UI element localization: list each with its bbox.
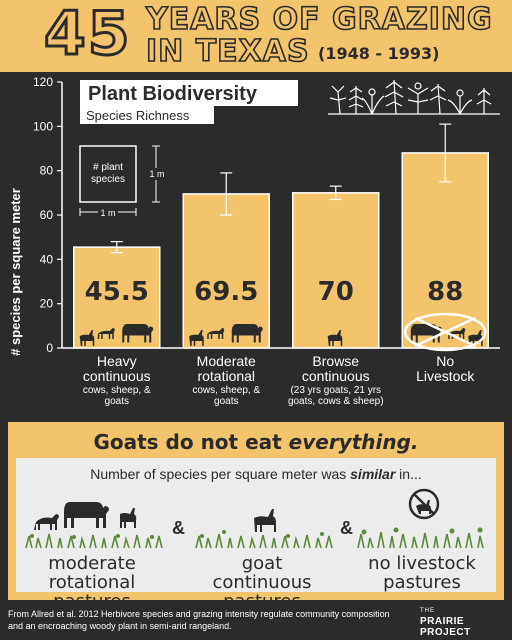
x-category-detail: goats bbox=[214, 396, 238, 407]
compare-label-goat: goat continuous pastures bbox=[212, 553, 312, 612]
quadrat-key: # plant species 1 m 1 m bbox=[79, 145, 166, 218]
similar-sentence: Number of species per square meter was s… bbox=[16, 466, 496, 482]
logo-small-text: THE bbox=[420, 608, 435, 614]
livestock-group-icon bbox=[79, 324, 154, 346]
similar-emphasis: similar bbox=[350, 466, 396, 482]
bar-value-label: 70 bbox=[318, 277, 354, 307]
header-number: 45 bbox=[43, 0, 132, 69]
crossed-out-livestock-icon bbox=[404, 312, 487, 352]
banner-title-emphasis: everything. bbox=[288, 430, 419, 454]
y-tick-label: 80 bbox=[40, 164, 54, 178]
ampersand-1: & bbox=[172, 518, 185, 538]
compare-label-no-livestock: no livestock pastures bbox=[368, 553, 476, 593]
x-category-label: Moderate bbox=[197, 353, 256, 369]
y-axis-label: # species per square meter bbox=[8, 188, 23, 356]
rotational-pasture-scene-icon bbox=[25, 502, 163, 549]
bar-value-label: 45.5 bbox=[85, 277, 149, 307]
no-livestock-pasture-scene-icon bbox=[357, 488, 484, 549]
banner-title: Goats do not eat everything. bbox=[8, 430, 504, 454]
y-tick-label: 20 bbox=[40, 297, 54, 311]
header-banner: 45 YEARS OF GRAZING IN TEXAS (1948 - 199… bbox=[0, 0, 512, 72]
comparison-panel: Number of species per square meter was s… bbox=[16, 458, 496, 611]
goat-icon bbox=[327, 330, 343, 346]
x-category-label: No bbox=[436, 353, 454, 369]
key-width-label: 1 m bbox=[100, 208, 115, 218]
header-years: (1948 - 1993) bbox=[318, 44, 440, 63]
goats-banner: Goats do not eat everything. Number of s… bbox=[8, 422, 504, 611]
y-tick-label: 0 bbox=[46, 341, 53, 355]
chart-title-box bbox=[80, 80, 298, 106]
x-category-label: Browse bbox=[312, 353, 359, 369]
x-category-detail: (23 yrs goats, 21 yrs bbox=[290, 385, 381, 396]
key-box-label: # plant species bbox=[91, 162, 125, 185]
prairie-project-logo: THE PRAIRIE PROJECT bbox=[420, 608, 506, 638]
bar-value-label: 88 bbox=[427, 277, 463, 307]
y-tick-label: 40 bbox=[40, 252, 54, 266]
y-tick-label: 100 bbox=[33, 119, 53, 133]
header-title-line1: YEARS OF GRAZING bbox=[145, 2, 493, 37]
bar bbox=[292, 192, 380, 349]
x-category-label: rotational bbox=[197, 368, 255, 384]
citation: From Allred et al. 2012 Herbivore specie… bbox=[8, 609, 390, 631]
compare-label-rotational: moderate rotational pastures bbox=[48, 553, 136, 612]
goat-pasture-scene-icon bbox=[195, 509, 333, 549]
similar-prefix: Number of species per square meter was bbox=[90, 466, 351, 482]
x-category-detail: goats bbox=[105, 396, 129, 407]
x-category-label: Heavy bbox=[97, 353, 137, 369]
header-title-line2: IN TEXAS bbox=[145, 34, 310, 69]
logo-main-text: PRAIRIE PROJECT bbox=[420, 616, 471, 638]
x-category-label: Livestock bbox=[416, 368, 475, 384]
livestock-group-icon bbox=[189, 324, 263, 346]
banner-title-plain: Goats do not eat bbox=[93, 430, 289, 454]
similar-suffix: in... bbox=[395, 466, 422, 482]
chart-subtitle-box bbox=[80, 106, 214, 124]
x-category-detail: cows, sheep, & bbox=[192, 385, 260, 396]
plants-illustration-icon bbox=[328, 79, 500, 115]
x-category-detail: cows, sheep, & bbox=[83, 385, 151, 396]
key-height-label: 1 m bbox=[149, 169, 164, 179]
ampersand-2: & bbox=[340, 518, 353, 538]
chart-title: Plant Biodiversity bbox=[88, 83, 258, 105]
y-tick-label: 120 bbox=[33, 75, 53, 89]
x-category-detail: goats, cows & sheep) bbox=[288, 396, 384, 407]
y-tick-label: 60 bbox=[40, 208, 54, 222]
x-category-label: continuous bbox=[83, 368, 151, 384]
x-category-label: continuous bbox=[302, 368, 370, 384]
chart-subtitle: Species Richness bbox=[86, 108, 190, 123]
bar-value-label: 69.5 bbox=[194, 277, 258, 307]
